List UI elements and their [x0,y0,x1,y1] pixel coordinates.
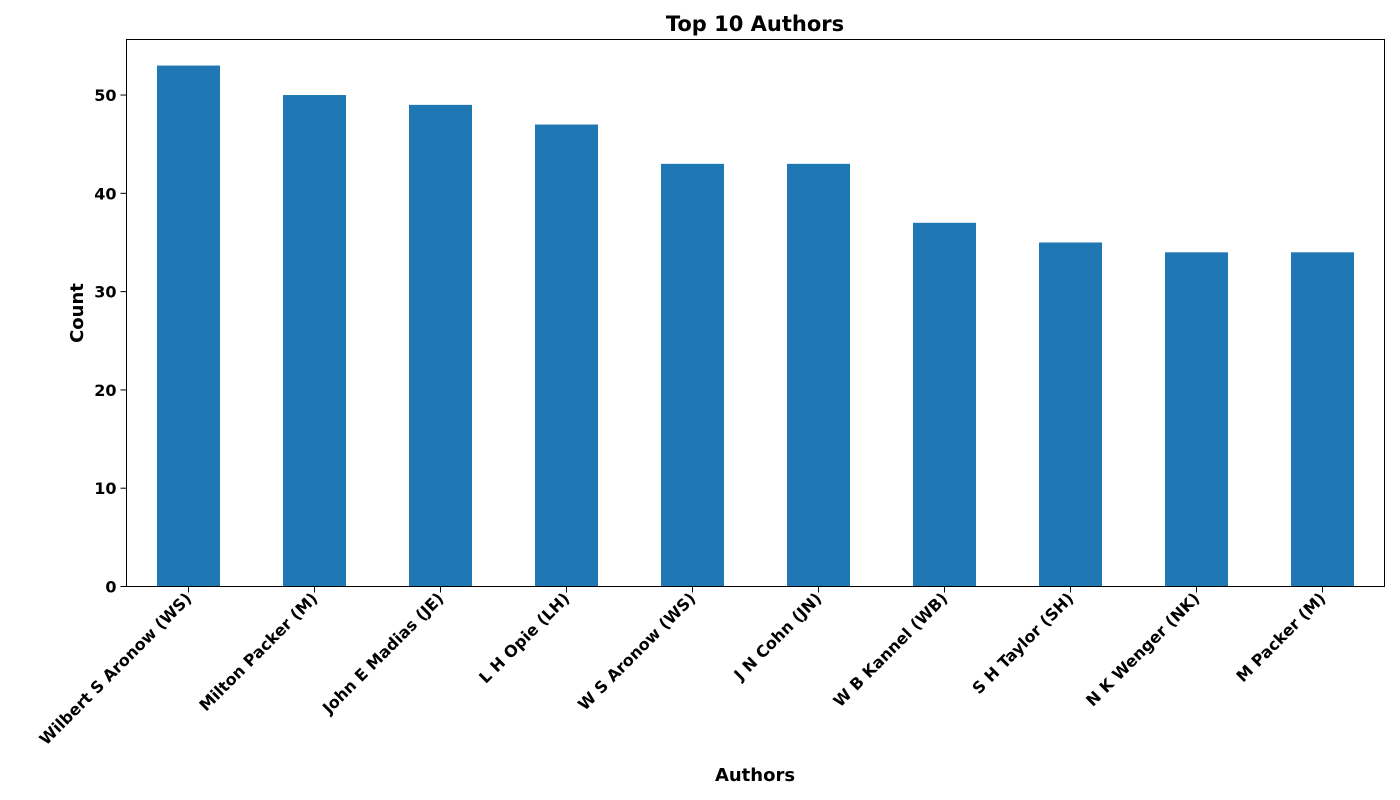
bar-10 [1291,252,1354,587]
x-axis-label: Authors [715,765,795,786]
y-tick-label: 40 [94,184,116,203]
bar-6 [787,163,850,587]
x-tick-label: L H Opie (LH) [475,589,573,687]
bars-layer [157,65,1354,587]
x-axis-ticks: Wilbert S Aronow (WS) Milton Packer (M)Jo… [36,586,1329,749]
y-tick-label: 30 [94,283,116,302]
x-tick-label: W B Kannel (WB) [829,589,951,711]
x-tick-label: John E Madias (JE) [318,589,447,718]
y-axis-ticks: 0 10 20 30 40 50 [94,86,127,597]
y-tick-label: 10 [94,479,116,498]
bar-4 [535,124,598,587]
x-tick-label: S H Taylor (SH) [968,589,1077,698]
bar-2 [283,95,346,587]
bar-5 [661,163,724,587]
bar-1 [157,65,220,587]
x-tick-label: W S Aronow (WS) [574,589,699,714]
y-tick-label: 0 [105,578,116,597]
chart-title: Top 10 Authors [666,12,844,36]
bar-8 [1039,242,1102,587]
plot-frame [126,39,1385,587]
bar-3 [409,104,472,587]
x-tick-label: Wilbert S Aronow (WS) [36,589,196,749]
x-tick-label: M Packer (M) [1232,589,1329,686]
x-tick-label: J N Cohn (JN) [729,589,825,685]
y-tick-label: 20 [94,381,116,400]
y-axis-label: Count [67,283,88,343]
y-tick-label: 50 [94,86,116,105]
bar-7 [913,222,976,587]
bar-9 [1165,252,1228,587]
x-tick-label: N K Wenger (NK) [1082,589,1203,710]
x-tick-label: Milton Packer (M) [195,589,321,715]
